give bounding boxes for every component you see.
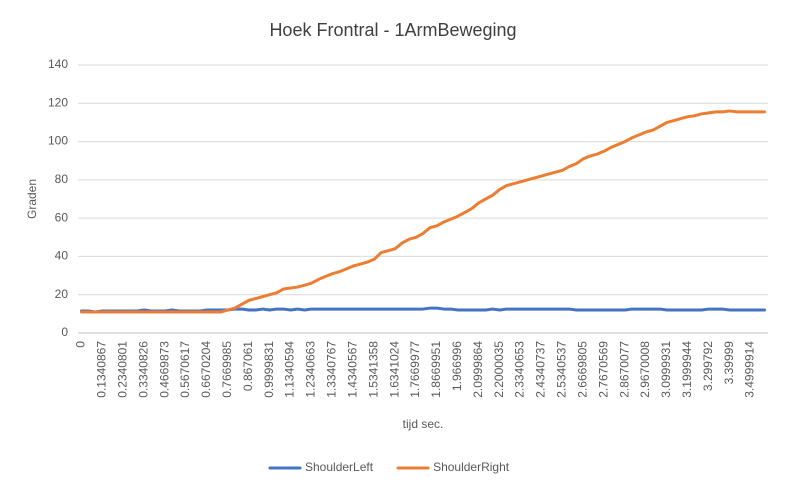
y-tick-label: 120 [48,95,68,109]
y-axis-label: Graden [25,179,39,219]
x-tick-label: 2.7670569 [596,341,610,398]
legend-label: ShoulderLeft [305,460,374,474]
x-tick-label: 2.3340653 [513,341,527,398]
y-tick-label: 80 [55,172,69,186]
y-tick-label: 60 [55,210,69,224]
chart-title: Hoek Frontral - 1ArmBeweging [269,20,516,40]
x-tick-label: 2.9670008 [638,341,652,398]
x-tick-label: 0.2340801 [115,341,129,398]
x-tick-label: 0.867061 [241,341,255,391]
x-tick-label: 1.3340767 [325,341,339,398]
x-tick-label: 3.39999 [722,341,736,385]
legend-label: ShoulderRight [433,460,510,474]
x-tick-label: 3.4999914 [743,341,757,398]
y-tick-label: 20 [55,287,69,301]
x-tick-label: 0.7669985 [220,341,234,398]
x-tick-label: 2.8670077 [617,341,631,398]
x-tick-label: 1.966996 [450,341,464,391]
x-tick-label: 1.4340567 [345,341,359,398]
x-tick-label: 2.5340537 [555,341,569,398]
series-line [79,109,767,314]
x-axis-label: tijd sec. [403,417,444,431]
x-tick-label: 0.4669873 [157,341,171,398]
x-tick-label: 0 [74,341,88,348]
x-tick-label: 1.5341358 [366,341,380,398]
x-tick-label: 2.0999864 [471,341,485,398]
y-tick-label: 40 [55,249,69,263]
x-tick-label: 0.1340867 [95,341,109,398]
x-tick-label: 2.6669805 [575,341,589,398]
y-tick-label: 100 [48,134,68,148]
x-tick-label: 3.299792 [701,341,715,391]
x-tick-label: 1.6341024 [387,341,401,398]
x-tick-label: 0.6670204 [199,341,213,398]
x-tick-label: 0.3340826 [136,341,150,398]
x-tick-label: 1.8669951 [429,341,443,398]
x-tick-label: 1.7669977 [408,341,422,398]
y-tick-label: 0 [61,325,68,339]
x-tick-label: 3.1999944 [680,341,694,398]
x-tick-label: 2.4340737 [534,341,548,398]
x-tick-label: 0.9999831 [262,341,276,398]
x-tick-label: 1.2340663 [304,341,318,398]
x-tick-label: 2.2000035 [492,341,506,398]
x-tick-label: 3.0999931 [659,341,673,398]
y-tick-label: 140 [48,57,68,71]
x-tick-label: 0.5670617 [178,341,192,398]
x-tick-label: 1.1340594 [283,341,297,398]
